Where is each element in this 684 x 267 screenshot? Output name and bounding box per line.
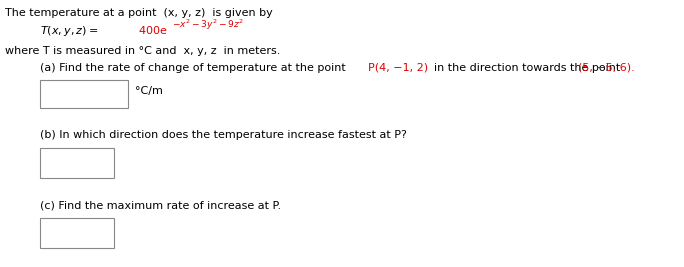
Text: where T is measured in °C and  x, y, z  in meters.: where T is measured in °C and x, y, z in… [5,46,280,56]
Text: in the direction towards the point: in the direction towards the point [427,63,627,73]
Text: P(4, −1, 2): P(4, −1, 2) [368,63,428,73]
FancyBboxPatch shape [40,148,114,178]
Text: $\mathregular{400e}$: $\mathregular{400e}$ [138,24,168,36]
Text: The temperature at a point  (x, y, z)  is given by: The temperature at a point (x, y, z) is … [5,8,273,18]
FancyBboxPatch shape [40,80,128,108]
Text: $-x^2 - 3y^2 - 9z^2$: $-x^2 - 3y^2 - 9z^2$ [172,18,244,32]
Text: (c) Find the maximum rate of increase at P.: (c) Find the maximum rate of increase at… [40,200,281,210]
Text: $T(x, y, z) = $: $T(x, y, z) = $ [40,24,98,38]
Text: °C/m: °C/m [135,86,163,96]
FancyBboxPatch shape [40,218,114,248]
Text: (b) In which direction does the temperature increase fastest at P?: (b) In which direction does the temperat… [40,130,407,140]
Text: (a) Find the rate of change of temperature at the point: (a) Find the rate of change of temperatu… [40,63,353,73]
Text: (5, −5, 6).: (5, −5, 6). [578,63,635,73]
